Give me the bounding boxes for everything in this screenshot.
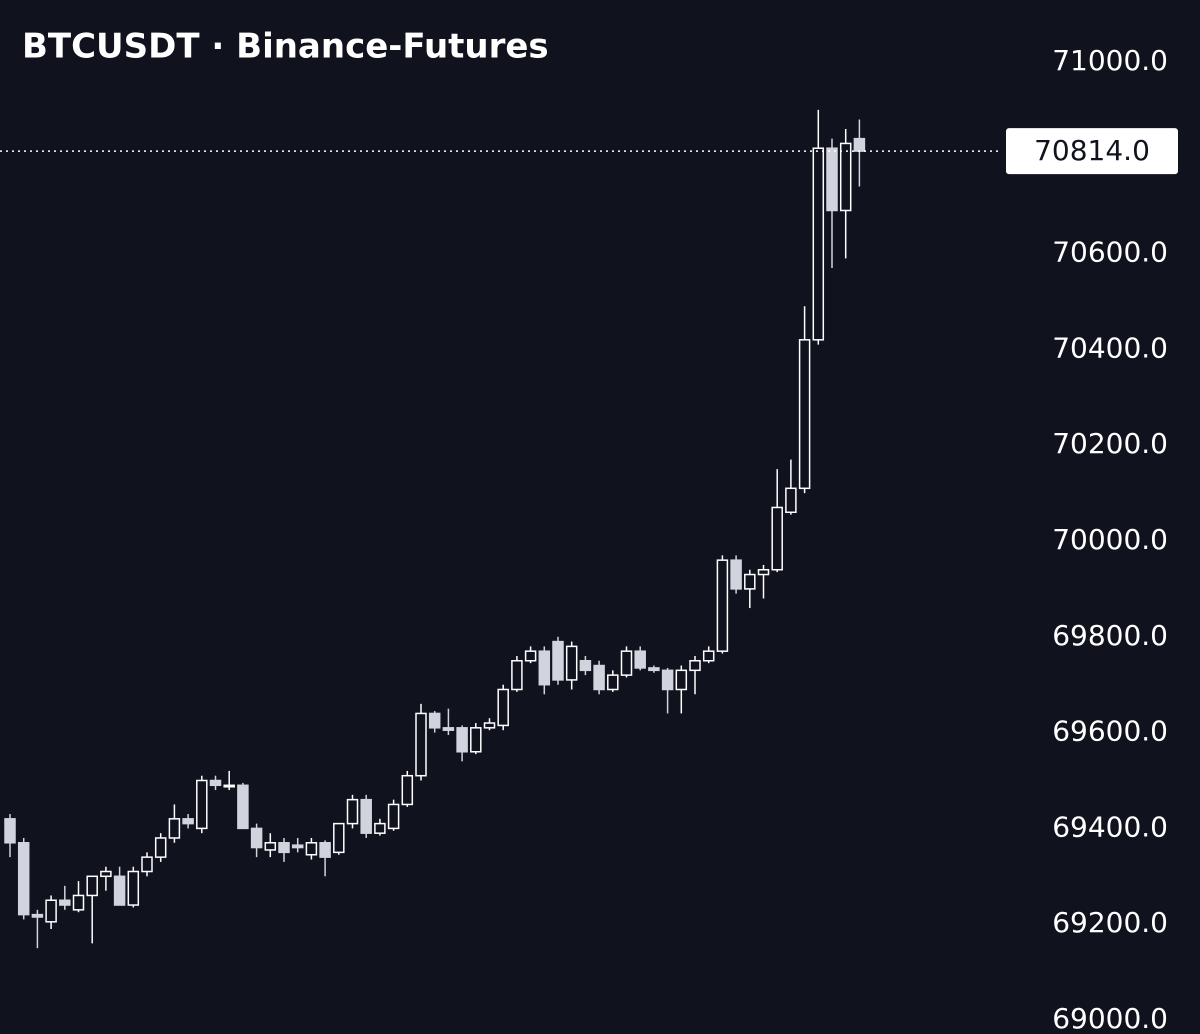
candle-body <box>648 667 660 672</box>
candle-body <box>72 894 85 911</box>
candle-body <box>428 712 441 729</box>
y-tick-label: 69400.0 <box>1052 810 1168 843</box>
candle-body <box>620 650 633 676</box>
candle-body <box>497 688 509 727</box>
candle-body <box>415 712 427 777</box>
candle-body <box>744 573 756 590</box>
candle-body <box>702 650 715 662</box>
candle-body <box>538 650 551 686</box>
candle-body <box>785 487 797 514</box>
y-tick-label: 70400.0 <box>1052 331 1168 364</box>
candle-body <box>278 842 290 854</box>
candle-body <box>17 842 30 916</box>
candle-body <box>442 727 455 731</box>
candle-body <box>291 844 304 849</box>
candle-body <box>168 818 181 839</box>
candle-body <box>4 818 16 844</box>
candle-body <box>141 856 153 873</box>
candle-body <box>634 650 646 669</box>
candle-body <box>470 727 482 753</box>
last-price-box <box>1006 128 1178 175</box>
candle-body <box>675 669 688 691</box>
candle-body <box>826 147 838 212</box>
candle-body <box>333 822 345 854</box>
candle-body <box>716 559 729 652</box>
candle-body <box>401 774 414 806</box>
chart-title: BTCUSDT · Binance-Futures <box>22 27 549 67</box>
candle-body <box>360 798 372 834</box>
y-tick-label: 69600.0 <box>1052 715 1168 748</box>
candle-body <box>839 142 852 212</box>
candle-body <box>31 913 44 918</box>
candle-body <box>511 660 523 691</box>
candle-body <box>374 822 386 834</box>
candle-body <box>196 779 208 830</box>
candle-body <box>237 784 249 830</box>
candle-body <box>127 870 140 906</box>
candle-body <box>552 640 564 681</box>
candle-body <box>565 645 578 681</box>
candle-body <box>730 559 742 590</box>
candle-body <box>853 137 866 152</box>
candle-body <box>250 827 263 849</box>
candle-body <box>607 674 619 691</box>
candle-body <box>86 875 98 897</box>
candle-body <box>346 798 359 825</box>
candle-body <box>154 837 167 858</box>
candle-body <box>59 899 71 906</box>
candle-body <box>387 803 400 830</box>
y-tick-label: 70600.0 <box>1052 236 1168 269</box>
y-tick-label: 69200.0 <box>1052 906 1168 939</box>
candle-body <box>223 784 235 788</box>
y-tick-label: 69000.0 <box>1052 1002 1168 1034</box>
candle-body <box>305 842 318 856</box>
last-price-label: 70814.0 <box>1034 134 1150 167</box>
candle-body <box>771 506 783 571</box>
y-tick-label: 70000.0 <box>1052 523 1168 556</box>
candle-body <box>483 722 496 729</box>
candle-body <box>264 842 277 851</box>
candle-body <box>661 669 674 691</box>
candle-body <box>812 147 825 341</box>
y-tick-label: 71000.0 <box>1052 44 1168 77</box>
candle-body <box>182 818 194 825</box>
y-tick-label: 70200.0 <box>1052 427 1168 460</box>
candle-body <box>757 568 770 576</box>
candle-body <box>319 842 331 858</box>
candle-body <box>579 660 592 672</box>
candle-body <box>113 875 126 906</box>
y-tick-label: 69800.0 <box>1052 619 1168 652</box>
candle-body <box>209 779 222 787</box>
candle-body <box>593 664 605 691</box>
candle-body <box>456 727 468 753</box>
candle-body <box>100 870 112 878</box>
candle-body <box>798 339 811 490</box>
candle-body <box>524 650 537 662</box>
candle-body <box>45 899 57 923</box>
candle-body <box>689 660 701 672</box>
